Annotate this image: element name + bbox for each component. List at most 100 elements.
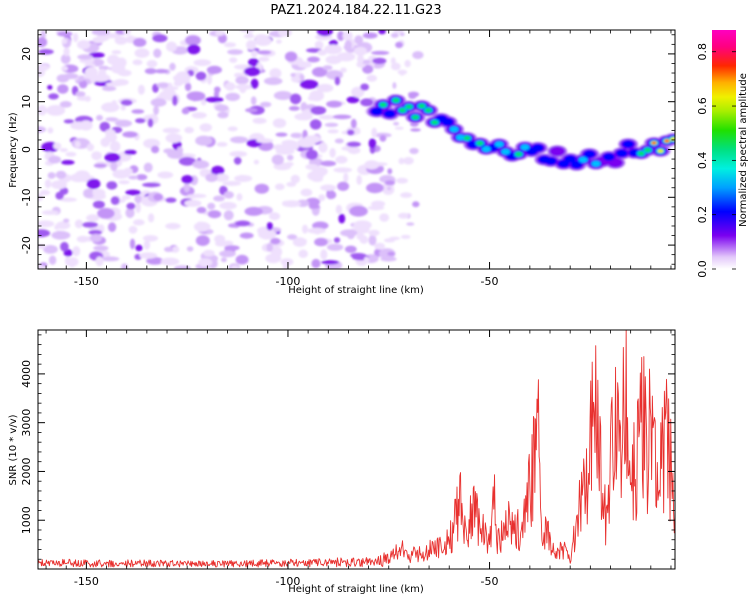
noise-blob (143, 162, 153, 173)
snr-line (38, 330, 675, 568)
noise-blob (390, 62, 401, 71)
noise-blob (195, 135, 213, 146)
noise-blob (105, 132, 117, 143)
noise-blob (214, 173, 230, 182)
noise-blob (86, 214, 100, 222)
ridge-blob (463, 135, 471, 141)
noise-blob (309, 119, 322, 130)
noise-blob (258, 140, 274, 151)
noise-blob (60, 241, 69, 252)
noise-blob (181, 175, 194, 184)
noise-blob (371, 127, 378, 138)
noise-blob (254, 183, 269, 194)
noise-blob (187, 44, 201, 55)
noise-blob (195, 235, 210, 247)
x-tick-label: -100 (275, 575, 300, 588)
noise-blob (384, 180, 396, 186)
x-tick-label: -100 (275, 275, 300, 288)
noise-blob (368, 234, 377, 246)
noise-blob (219, 201, 237, 210)
noise-blob (47, 172, 56, 179)
ridge-blob (657, 149, 664, 153)
noise-blob (263, 77, 283, 85)
noise-blob (254, 34, 269, 41)
noise-blob (222, 181, 242, 186)
top-x-axis-label: Height of straight line (km) (288, 285, 424, 296)
noise-blob (61, 38, 68, 45)
colorbar-ticks: 0.0 0.2 0.4 0.6 0.8 (696, 43, 736, 278)
noise-blob (335, 155, 348, 164)
ridge-blob (441, 118, 454, 126)
noise-blob (374, 242, 385, 250)
noise-blob (235, 254, 249, 265)
noise-blob (246, 39, 257, 51)
noise-blob (192, 160, 210, 169)
noise-blob (102, 86, 117, 92)
noise-blob (215, 104, 229, 112)
ridge-blob (379, 102, 387, 108)
noise-blob (38, 105, 47, 116)
noise-blob (63, 119, 75, 124)
noise-blob (371, 200, 386, 208)
noise-blob (203, 249, 215, 257)
noise-blob (107, 54, 120, 65)
noise-blob (368, 138, 377, 149)
noise-blob (248, 58, 260, 67)
y-tick-label: 4000 (20, 360, 33, 388)
noise-blob (205, 173, 218, 182)
noise-blob (395, 41, 404, 49)
y-tick-label: -10 (20, 188, 33, 206)
noise-blob (126, 202, 136, 210)
noise-blob (269, 68, 282, 79)
noise-blob (93, 245, 109, 251)
noise-blob (38, 264, 46, 269)
noise-blob (185, 35, 201, 46)
noise-blob (318, 142, 328, 153)
noise-blob (51, 180, 68, 190)
noise-blob (311, 258, 321, 269)
noise-blob (60, 54, 71, 64)
noise-blob (314, 229, 321, 235)
noise-blob (56, 31, 73, 37)
ridge-blob (399, 108, 406, 113)
noise-blob (55, 191, 64, 200)
noise-blob (362, 32, 378, 39)
noise-blob (193, 59, 212, 67)
noise-blob (74, 219, 83, 229)
noise-blob (63, 218, 70, 223)
noise-blob (235, 220, 251, 227)
noise-blob (90, 233, 102, 243)
noise-blob (378, 30, 386, 35)
noise-blob (322, 65, 333, 71)
ridge-blob (644, 147, 652, 153)
noise-blob (146, 257, 164, 265)
y-tick-label: 0 (20, 146, 33, 153)
ridge-blob (531, 143, 544, 152)
noise-blob (223, 42, 237, 48)
noise-blob (393, 121, 400, 126)
colorbar-bar (712, 30, 736, 269)
y-tick-label: 10 (20, 95, 33, 109)
noise-blob (53, 142, 62, 150)
noise-blob (233, 156, 242, 165)
y-tick-label: -20 (20, 236, 33, 254)
noise-blob (397, 69, 408, 75)
noise-blob (396, 177, 408, 184)
noise-blob (349, 205, 368, 217)
noise-blob (257, 50, 272, 55)
noise-blob (93, 163, 107, 168)
noise-blob (217, 111, 229, 119)
noise-blob (372, 57, 387, 65)
noise-blob (74, 140, 81, 148)
noise-blob (276, 39, 282, 44)
noise-blob (275, 148, 295, 155)
noise-blob (251, 50, 258, 58)
noise-blob (174, 265, 191, 269)
noise-blob (290, 73, 296, 77)
noise-blob (44, 179, 52, 189)
bottom-y-ticks: 1000 2000 3000 4000 (20, 334, 675, 560)
ridge-blob (383, 109, 396, 118)
noise-blob (67, 257, 77, 268)
bottom-x-ticks: -150 -100 -50 (45, 330, 672, 588)
noise-blob (78, 75, 85, 82)
